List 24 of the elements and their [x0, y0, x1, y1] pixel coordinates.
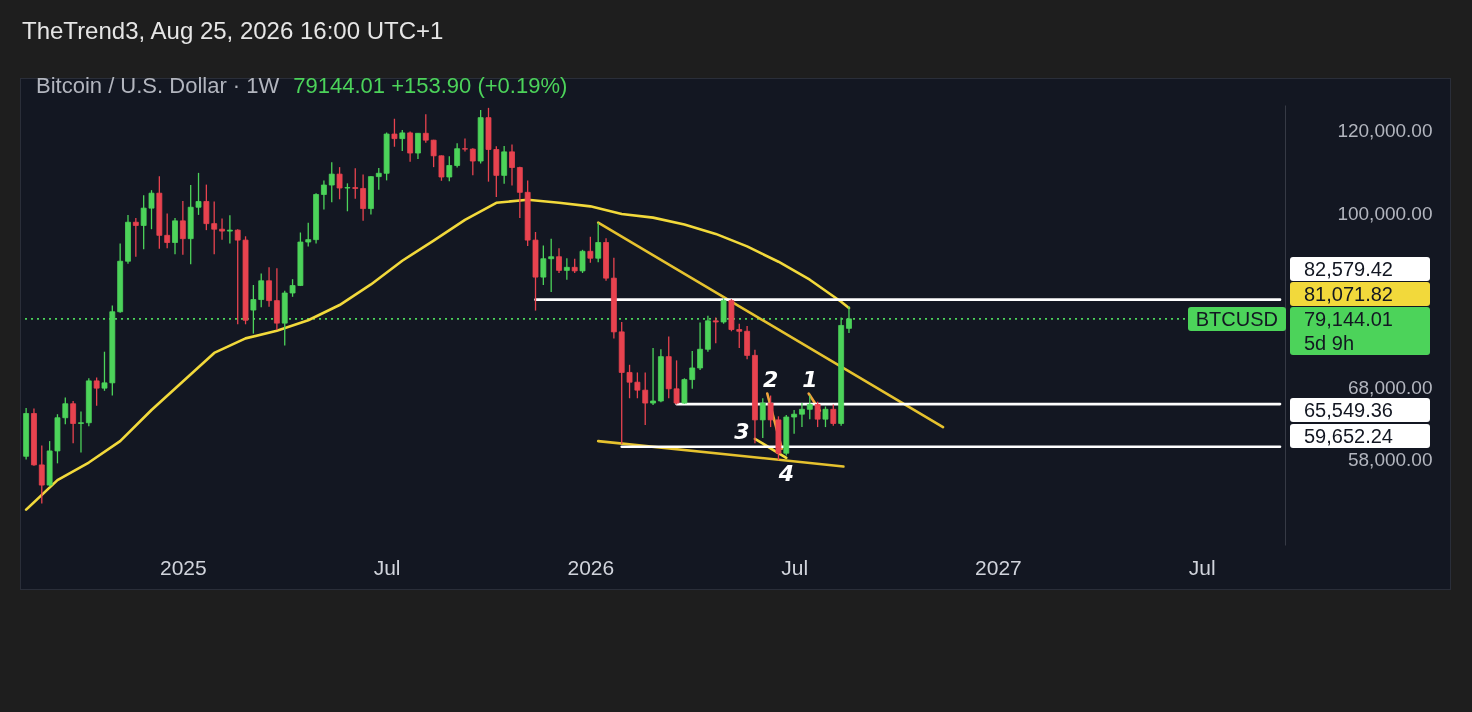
- annotation: 4: [777, 460, 794, 486]
- x-tick-label: 2025: [160, 555, 207, 579]
- y-tick-label: 120,000.00: [1337, 120, 1433, 142]
- chart-title: Bitcoin / U.S. Dollar · 1W: [36, 73, 280, 98]
- annotation: 1: [802, 366, 818, 392]
- annotation: BTCUSD: [1187, 306, 1286, 331]
- ref-line-label: 79,144.01: [1304, 306, 1394, 331]
- data-label: 59,652.24: [1304, 424, 1394, 449]
- annotation: 2: [762, 366, 779, 392]
- y-tick-label: 68,000.00: [1347, 376, 1433, 398]
- x-tick-label: Jul: [373, 555, 401, 579]
- y-tick-label: 58,000.00: [1347, 448, 1433, 470]
- text: 5d 9h: [1304, 330, 1356, 355]
- data-label: 82,579.42: [1304, 256, 1394, 281]
- x-tick-label: Jul: [781, 555, 809, 579]
- text: 81,071.82: [1304, 281, 1394, 306]
- x-tick-label: Jul: [1188, 555, 1216, 579]
- text: TheTrend3, Aug 25, 2026 16:00 UTC+1: [22, 17, 444, 45]
- y-tick-label: 100,000.00: [1337, 202, 1433, 224]
- x-tick-label: 2026: [567, 555, 615, 579]
- x-tick-label: 2027: [975, 555, 1022, 579]
- annotation: 3: [734, 419, 750, 445]
- chart-subtitle: 79144.01 +153.90 (+0.19%): [293, 73, 568, 98]
- data-label: 65,549.36: [1304, 398, 1394, 423]
